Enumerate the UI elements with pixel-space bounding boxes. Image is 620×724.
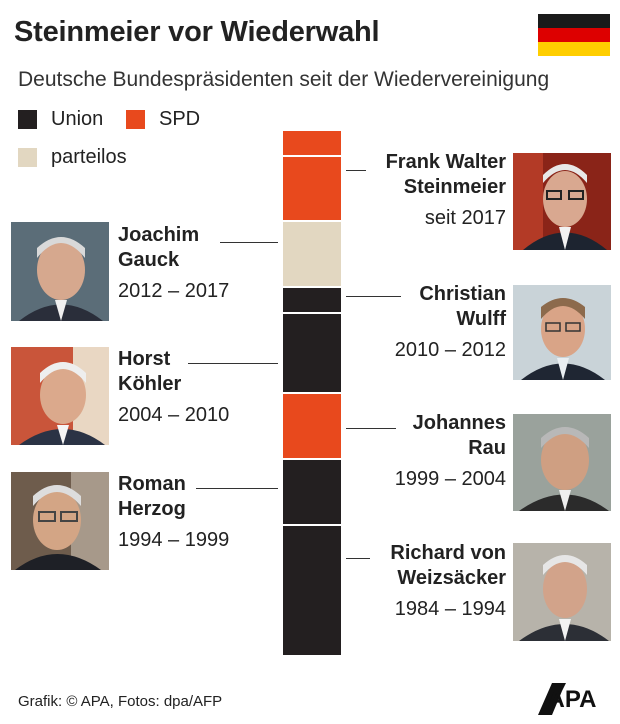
portrait-icon — [11, 347, 109, 445]
timeline-segment — [283, 526, 341, 655]
president-years: 2010 – 2012 — [394, 339, 506, 361]
portrait-icon — [513, 153, 611, 250]
connector-line — [346, 296, 401, 298]
legend-swatch — [18, 110, 37, 129]
president-wulff: Christian Wulff 2010 – 2012 — [360, 282, 506, 362]
subtitle: Deutsche Bundespräsidenten seit der Wied… — [18, 68, 550, 91]
timeline-segment — [283, 394, 341, 458]
connector-line — [188, 363, 278, 365]
president-name: Rau — [468, 437, 506, 459]
legend-swatch — [18, 148, 37, 167]
timeline-segment — [283, 460, 341, 524]
portrait-icon — [513, 414, 611, 511]
timeline-segment — [283, 131, 341, 155]
president-years: seit 2017 — [424, 207, 506, 229]
portrait-icon — [11, 472, 109, 570]
president-years: 1999 – 2004 — [394, 468, 506, 490]
connector-line — [346, 170, 366, 172]
president-name: Johannes — [412, 412, 506, 434]
president-koehler: Horst Köhler 2004 – 2010 — [118, 347, 229, 427]
president-name: Frank Walter — [385, 151, 506, 173]
apa-logo: APA — [538, 683, 606, 715]
timeline-segment — [283, 157, 341, 220]
timeline-segment — [283, 314, 341, 392]
president-name: Richard von — [390, 542, 506, 564]
president-herzog: Roman Herzog 1994 – 1999 — [118, 472, 229, 552]
page-title: Steinmeier vor Wiederwahl — [14, 16, 380, 48]
president-gauck: Joachim Gauck 2012 – 2017 — [118, 223, 229, 303]
legend-item-union: Union — [18, 108, 103, 131]
president-rau: Johannes Rau 1999 – 2004 — [360, 411, 506, 491]
president-name: Roman — [118, 473, 186, 495]
connector-line — [346, 558, 370, 560]
president-weizsaecker: Richard von Weizsäcker 1984 – 1994 — [350, 541, 506, 621]
president-years: 1994 – 1999 — [118, 529, 230, 551]
german-flag-icon — [538, 14, 610, 56]
president-name: Steinmeier — [403, 176, 506, 198]
legend-label: Union — [51, 108, 104, 130]
connector-line — [346, 428, 396, 430]
president-name: Gauck — [118, 249, 180, 271]
legend-item-spd: SPD — [126, 108, 200, 131]
portrait-icon — [513, 285, 611, 380]
timeline-bar — [283, 131, 341, 655]
svg-text:APA: APA — [548, 686, 597, 713]
president-steinmeier: Frank Walter Steinmeier seit 2017 — [360, 150, 506, 230]
timeline-segment — [283, 222, 341, 286]
legend-label: SPD — [159, 108, 201, 130]
president-name: Weizsäcker — [397, 567, 506, 589]
president-name: Christian — [419, 283, 506, 305]
president-name: Horst — [118, 348, 171, 370]
president-years: 2012 – 2017 — [118, 280, 230, 302]
president-name: Joachim — [118, 224, 200, 246]
president-name: Wulff — [456, 308, 506, 330]
president-name: Köhler — [118, 373, 182, 395]
timeline-segment — [283, 288, 341, 312]
portrait-icon — [513, 543, 611, 641]
legend-swatch — [126, 110, 145, 129]
president-years: 2004 – 2010 — [118, 404, 230, 426]
connector-line — [196, 488, 278, 490]
president-years: 1984 – 1994 — [394, 598, 506, 620]
footer-credit: Grafik: © APA, Fotos: dpa/AFP — [18, 693, 223, 710]
legend-item-parteilos: parteilos — [18, 146, 127, 169]
portrait-icon — [11, 222, 109, 321]
president-name: Herzog — [118, 498, 186, 520]
legend-label: parteilos — [51, 146, 127, 168]
connector-line — [220, 242, 278, 244]
